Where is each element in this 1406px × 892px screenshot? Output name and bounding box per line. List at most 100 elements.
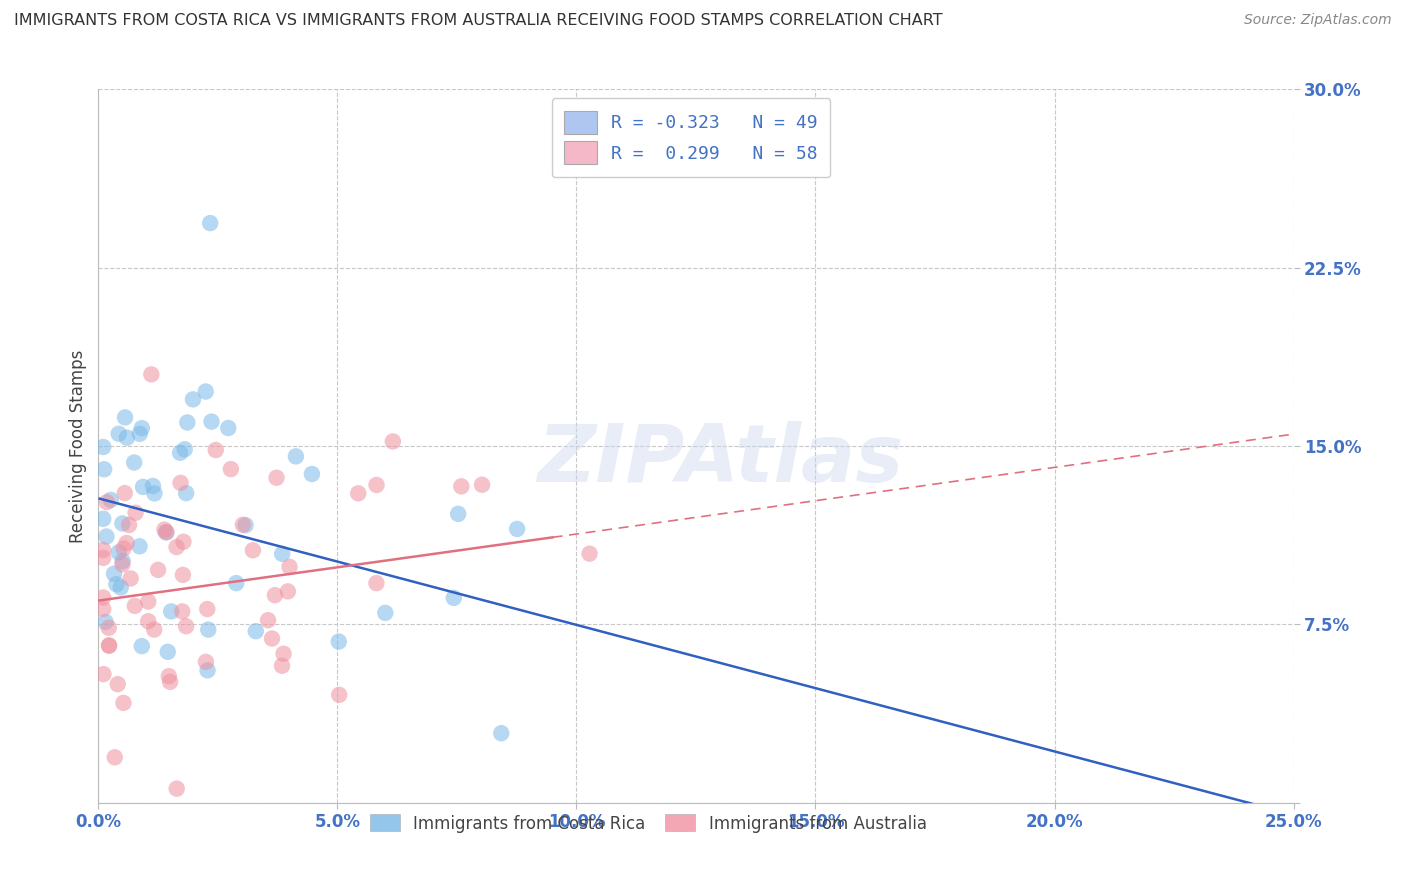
Point: [301, 467, 323, 481]
Point: [176, 416, 198, 430]
Text: ZIPAtlas: ZIPAtlas: [537, 421, 903, 500]
Point: [131, 421, 153, 435]
Point: [107, 426, 129, 441]
Point: [114, 486, 136, 500]
Point: [194, 384, 217, 399]
Point: [169, 475, 191, 490]
Point: [443, 591, 465, 605]
Point: [105, 577, 128, 591]
Point: [111, 516, 134, 531]
Point: [143, 486, 166, 500]
Point: [124, 599, 146, 613]
Point: [347, 486, 370, 500]
Point: [110, 581, 132, 595]
Point: [195, 602, 218, 616]
Point: [156, 645, 179, 659]
Point: [128, 426, 150, 441]
Point: [103, 566, 125, 581]
Point: [374, 606, 396, 620]
Point: [366, 576, 388, 591]
Point: [118, 518, 141, 533]
Point: [204, 443, 226, 458]
Point: [142, 479, 165, 493]
Point: [91, 591, 114, 605]
Point: [157, 669, 180, 683]
Point: [96, 529, 118, 543]
Point: [124, 506, 146, 520]
Y-axis label: Receiving Food Stamps: Receiving Food Stamps: [69, 350, 87, 542]
Point: [91, 440, 114, 454]
Point: [146, 563, 169, 577]
Point: [381, 434, 404, 449]
Point: [197, 623, 219, 637]
Point: [174, 619, 197, 633]
Point: [181, 392, 204, 407]
Point: [115, 431, 138, 445]
Point: [91, 550, 114, 565]
Point: [104, 750, 127, 764]
Point: [257, 613, 280, 627]
Point: [122, 455, 145, 469]
Point: [471, 477, 494, 491]
Point: [506, 522, 529, 536]
Point: [91, 602, 114, 616]
Point: [115, 536, 138, 550]
Point: [260, 632, 283, 646]
Point: [284, 450, 307, 464]
Text: IMMIGRANTS FROM COSTA RICA VS IMMIGRANTS FROM AUSTRALIA RECEIVING FOOD STAMPS CO: IMMIGRANTS FROM COSTA RICA VS IMMIGRANTS…: [14, 13, 942, 29]
Point: [166, 781, 188, 796]
Point: [107, 545, 129, 559]
Point: [112, 696, 135, 710]
Point: [277, 584, 299, 599]
Point: [491, 726, 513, 740]
Point: [235, 518, 257, 533]
Point: [97, 639, 120, 653]
Point: [366, 478, 388, 492]
Point: [172, 604, 194, 618]
Text: Source: ZipAtlas.com: Source: ZipAtlas.com: [1244, 13, 1392, 28]
Point: [131, 639, 153, 653]
Point: [278, 559, 301, 574]
Point: [100, 492, 122, 507]
Point: [98, 639, 121, 653]
Point: [450, 479, 472, 493]
Point: [242, 543, 264, 558]
Point: [232, 517, 254, 532]
Point: [200, 216, 222, 230]
Point: [136, 614, 159, 628]
Point: [143, 623, 166, 637]
Point: [155, 525, 177, 540]
Point: [111, 554, 134, 568]
Point: [174, 486, 197, 500]
Point: [194, 655, 217, 669]
Point: [132, 480, 155, 494]
Point: [447, 507, 470, 521]
Point: [114, 410, 136, 425]
Point: [120, 571, 142, 585]
Point: [578, 547, 600, 561]
Point: [97, 621, 120, 635]
Point: [273, 647, 295, 661]
Point: [245, 624, 267, 639]
Point: [266, 471, 288, 485]
Point: [155, 525, 177, 540]
Point: [112, 541, 135, 556]
Point: [94, 615, 117, 629]
Point: [173, 442, 195, 457]
Point: [91, 543, 114, 558]
Point: [219, 462, 242, 476]
Point: [172, 568, 194, 582]
Point: [200, 415, 222, 429]
Point: [328, 688, 350, 702]
Point: [141, 368, 163, 382]
Point: [264, 588, 287, 602]
Point: [91, 512, 114, 526]
Point: [197, 663, 219, 677]
Point: [172, 534, 194, 549]
Point: [169, 446, 191, 460]
Point: [328, 634, 350, 648]
Point: [107, 677, 129, 691]
Point: [159, 674, 181, 689]
Point: [93, 462, 115, 476]
Legend: Immigrants from Costa Rica, Immigrants from Australia: Immigrants from Costa Rica, Immigrants f…: [361, 806, 935, 841]
